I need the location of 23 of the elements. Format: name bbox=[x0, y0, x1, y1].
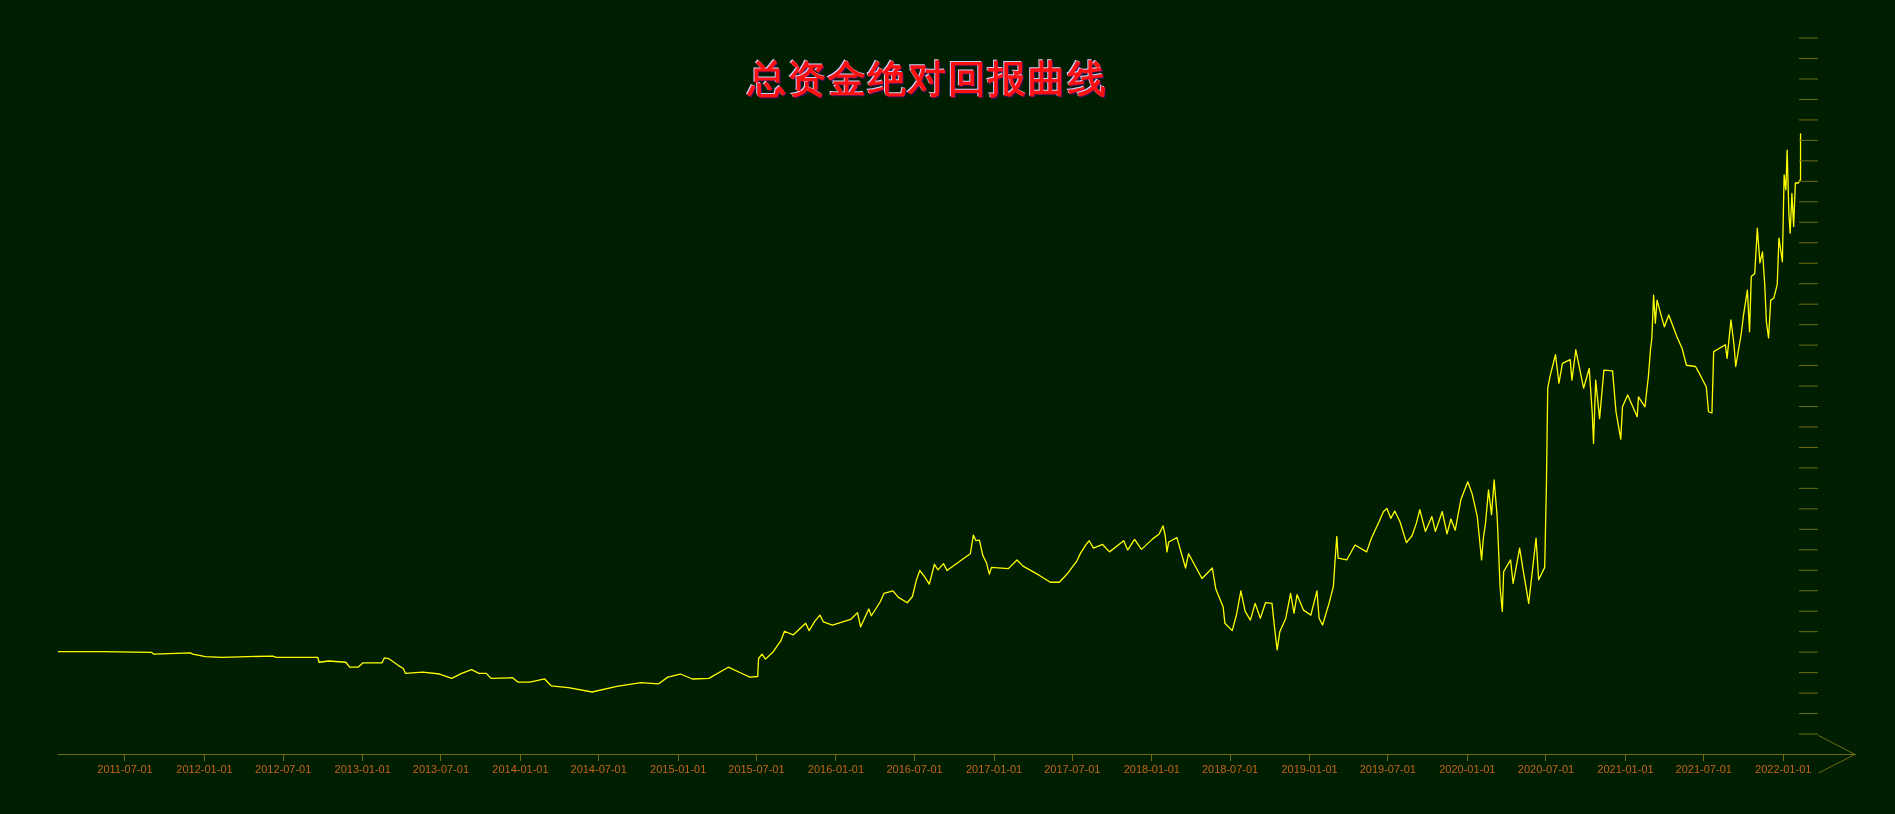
chart-title: 总资金绝对回报曲线 bbox=[748, 57, 1108, 101]
x-tick-label: 2012-07-01 bbox=[255, 762, 312, 775]
x-tick-label: 2020-01-01 bbox=[1439, 762, 1496, 775]
x-tick-label: 2022-01-01 bbox=[1755, 762, 1812, 775]
x-tick-label: 2019-01-01 bbox=[1281, 762, 1338, 775]
x-tick-label: 2016-07-01 bbox=[886, 762, 943, 775]
x-tick-label: 2018-07-01 bbox=[1201, 762, 1259, 775]
x-tick-label: 2012-01-01 bbox=[176, 762, 233, 775]
x-tick-label: 2017-07-01 bbox=[1044, 762, 1101, 775]
x-tick-label: 2013-07-01 bbox=[412, 762, 470, 775]
x-tick-label: 2020-07-01 bbox=[1517, 762, 1575, 775]
x-tick-label: 2015-01-01 bbox=[650, 762, 707, 775]
x-tick-label: 2021-07-01 bbox=[1675, 762, 1732, 775]
x-tick-label: 2014-01-01 bbox=[492, 762, 549, 775]
x-tick-label: 2016-01-01 bbox=[807, 762, 865, 775]
x-tick-label: 2014-07-01 bbox=[570, 762, 627, 775]
x-tick-label: 2018-01-01 bbox=[1123, 762, 1180, 775]
x-tick-label: 2013-01-01 bbox=[334, 762, 391, 775]
x-tick-label: 2011-07-01 bbox=[97, 762, 153, 775]
x-tick-label: 2021-01-01 bbox=[1597, 762, 1654, 775]
x-tick-label: 2019-07-01 bbox=[1359, 762, 1416, 775]
x-tick-label: 2017-01-01 bbox=[965, 762, 1023, 775]
x-tick-label: 2015-07-01 bbox=[728, 762, 785, 775]
